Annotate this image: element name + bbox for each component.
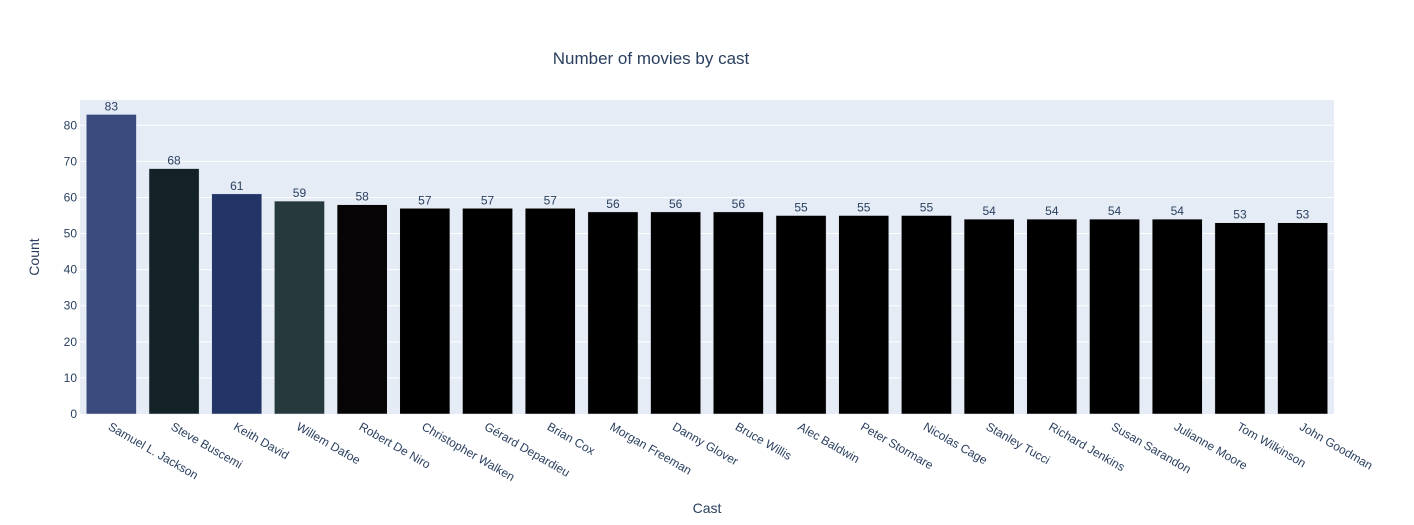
bar[interactable]	[901, 215, 952, 415]
bar-value-label: 54	[1171, 204, 1185, 218]
bar-value-label: 55	[794, 200, 808, 214]
bar-value-label: 57	[481, 193, 495, 207]
x-tick-label: Alec Baldwin	[796, 419, 862, 465]
x-tick-label: Willem Dafoe	[294, 419, 363, 467]
x-tick-label: Stanley Tucci	[984, 419, 1053, 467]
y-tick-label: 0	[70, 407, 77, 421]
bar-value-label: 54	[1045, 204, 1059, 218]
bar-value-label: 57	[544, 193, 558, 207]
bar[interactable]	[1026, 218, 1078, 415]
bar[interactable]	[274, 200, 325, 415]
y-tick-label: 50	[64, 227, 78, 241]
y-tick-label: 10	[64, 371, 78, 385]
y-tick-label: 20	[64, 335, 78, 349]
bar-value-label: 57	[418, 193, 432, 207]
bar-value-label: 56	[669, 197, 683, 211]
y-axis-ticks: 0 10 20 30 40 50 60 70 80	[64, 118, 78, 421]
x-tick-label: Brian Cox	[545, 419, 598, 457]
bar-value-label: 55	[920, 200, 934, 214]
bar-value-label: 59	[293, 186, 307, 200]
bar-value-label: 54	[1108, 204, 1122, 218]
y-axis-title: Count	[26, 238, 42, 275]
bar-value-label: 55	[857, 200, 871, 214]
bar-value-labels: 83 68 61 59 58 57 57 57 56 56 56 55 55 55 54 54 54 54 53 53	[105, 99, 1310, 221]
y-tick-label: 80	[64, 118, 78, 132]
bar-value-label: 53	[1233, 208, 1247, 222]
bar[interactable]	[148, 168, 200, 415]
y-tick-label: 60	[64, 190, 78, 204]
bar[interactable]	[336, 204, 388, 415]
bars	[86, 114, 1328, 415]
bar[interactable]	[524, 208, 576, 415]
y-tick-label: 40	[64, 263, 78, 277]
bar[interactable]	[1277, 222, 1328, 415]
bar[interactable]	[587, 211, 639, 415]
y-tick-label: 70	[64, 154, 78, 168]
chart-title: Number of movies by cast	[553, 49, 750, 68]
x-tick-label: John Goodman	[1297, 419, 1375, 472]
bar[interactable]	[1151, 218, 1203, 415]
bar[interactable]	[650, 211, 701, 415]
bar-value-label: 68	[167, 154, 181, 168]
bar[interactable]	[775, 215, 827, 415]
y-tick-label: 30	[64, 299, 78, 313]
bar[interactable]	[838, 215, 890, 415]
x-tick-label: Bruce Willis	[733, 419, 794, 462]
x-axis-title: Cast	[693, 500, 722, 516]
bar[interactable]	[963, 218, 1015, 415]
bar[interactable]	[462, 208, 513, 415]
bar-value-label: 56	[606, 197, 620, 211]
bar-value-label: 83	[105, 99, 119, 113]
plot-background	[80, 100, 1334, 414]
bar-value-label: 54	[982, 204, 996, 218]
bar[interactable]	[86, 114, 137, 415]
bar-value-label: 61	[230, 179, 244, 193]
bar-value-label: 53	[1296, 208, 1310, 222]
bar-value-label: 58	[355, 190, 369, 204]
bar[interactable]	[211, 193, 263, 415]
bar[interactable]	[713, 211, 764, 415]
bar[interactable]	[1214, 222, 1266, 415]
bar[interactable]	[1089, 218, 1140, 415]
bar[interactable]	[399, 208, 451, 415]
bar-value-label: 56	[732, 197, 746, 211]
